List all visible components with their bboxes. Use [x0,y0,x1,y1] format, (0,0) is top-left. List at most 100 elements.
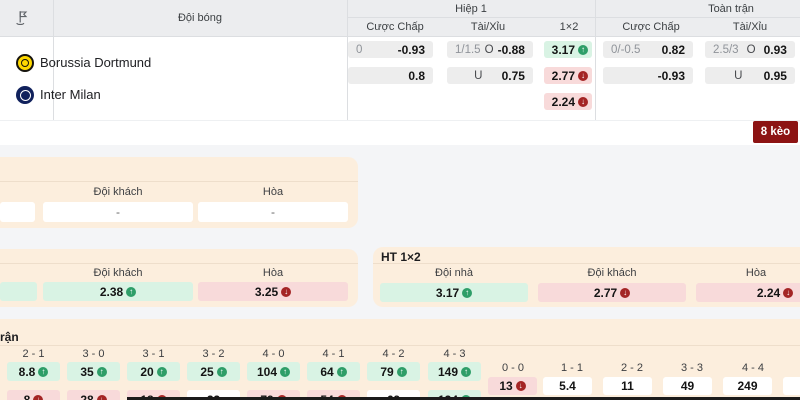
score-odds-cell[interactable]: 28 [67,390,120,400]
over-label: O [484,43,494,56]
handicap-line: 0 [356,43,363,56]
column-divider [595,0,596,120]
logo-inner-ring [19,89,31,101]
away-odds-cell[interactable]: 2.77 [538,283,686,302]
column-header-draw: Hòa [262,186,284,198]
trend-up-icon [336,366,347,377]
h1-under-cell[interactable]: U 0.75 [447,67,533,84]
odds-value: 8 [23,392,31,400]
score-odds-cell[interactable]: 23 [187,390,240,400]
header-mid-divider [347,17,800,18]
draw-score-header: 2 - 2 [620,362,643,374]
odds-cell-fragment [0,202,35,222]
column-header-ft-over-under: Tài/Xỉu [732,20,768,33]
draw-score-header: 3 - 3 [680,362,703,374]
team-name-home: Borussia Dortmund [40,55,152,70]
corner-flag-icon[interactable] [15,10,30,27]
score-header: 3 - 0 [82,348,105,360]
draw-score-odds-cell[interactable]: 49 [663,377,712,395]
total-line: 1/1.5 [455,43,481,56]
odds-count-badge[interactable]: 8 kèo [753,121,798,143]
odds-value: 249 [737,379,758,393]
over-label: O [746,43,756,56]
score-odds-cell[interactable]: 104 [247,362,300,381]
column-header-h1-over-under: Tài/Xỉu [470,20,506,33]
odds-value: - [271,205,275,219]
odds-value: 2.77 [551,68,575,83]
odds-value: 149 [437,364,459,379]
draw-score-odds-cell[interactable]: 249 [723,377,772,395]
ft-under-cell[interactable]: U 0.95 [705,67,795,84]
away-odds-cell[interactable]: 2.38 [43,282,193,301]
panel-title: HT 1×2 [381,250,421,264]
odds-value: - [116,205,120,219]
panel-title-divider [0,263,358,264]
trend-up-icon [126,286,137,297]
score-odds-cell[interactable]: 79 [367,362,420,381]
h1-1x2-draw-cell[interactable]: 2.24 [544,93,592,110]
under-label: U [474,69,483,82]
trend-up-icon [396,366,407,377]
trend-up-icon [156,366,167,377]
draw-score-header: 0 - 0 [501,362,524,374]
column-header-h1-1x2: 1×2 [559,20,579,33]
score-header: 3 - 2 [202,348,225,360]
score-odds-cell[interactable]: 8 [7,390,60,400]
odds-value: 20 [140,364,154,379]
odds-value: 5.4 [559,379,576,393]
odds-value: 23 [207,393,220,400]
score-header: 4 - 3 [443,348,466,360]
handicap-odds: -0.93 [397,42,425,57]
draw-score-odds-cell[interactable]: 11 [603,377,652,395]
draw-odds-cell: - [198,202,348,222]
home-odds-cell[interactable]: 3.17 [380,283,528,302]
ft-handicap-away-cell[interactable]: -0.93 [603,67,693,84]
odds-value: 2.24 [551,94,575,109]
score-odds-cell[interactable]: 149 [428,362,481,381]
score-odds-cell[interactable]: 64 [307,362,360,381]
score-odds-cell[interactable]: 20 [127,362,180,381]
h1-1x2-home-cell[interactable]: 3.17 [544,41,592,58]
draw-odds-cell[interactable]: 3.25 [198,282,348,301]
trend-up-icon [96,366,107,377]
handicap-line: 0/-0.5 [611,43,641,56]
h1-1x2-away-cell[interactable]: 2.77 [544,67,592,84]
odds-value: 104 [256,364,278,379]
trend-down-icon [281,286,292,297]
logo-inner-ring [21,59,29,67]
borussia-dortmund-logo [16,54,34,72]
draw-score-odds-cell[interactable]: 13 [488,377,537,395]
h1-handicap-home-cell[interactable]: 0 -0.93 [348,41,433,58]
score-odds-cell[interactable]: 8.8 [7,362,60,381]
trend-up-icon [216,366,227,377]
trend-down-icon [783,287,794,298]
odds-value: 13 [499,379,513,393]
score-header: 4 - 1 [322,348,345,360]
trend-up-icon [462,287,473,298]
column-header-draw: Hòa [262,267,284,279]
ft-over-cell[interactable]: 2.5/3 O 0.93 [705,41,795,58]
total-line: 2.5/3 [713,43,739,56]
h1-handicap-away-cell[interactable]: 0.8 [348,67,433,84]
odds-value: 28 [80,392,94,400]
handicap-odds: -0.93 [657,68,685,83]
draw-odds-cell[interactable]: 2.24 [696,283,800,302]
score-odds-cell[interactable]: 69 [367,390,420,400]
over-odds: 0.93 [763,42,787,57]
odds-value: 79 [260,393,273,400]
score-header: 2 - 1 [22,348,45,360]
score-odds-cell[interactable]: 35 [67,362,120,381]
h1-over-cell[interactable]: 1/1.5 O -0.88 [447,41,533,58]
bottom-dark-bar [127,397,800,400]
draw-score-odds-cell[interactable]: 5.4 [543,377,592,395]
odds-value: 3.25 [254,284,279,299]
ft-handicap-home-cell[interactable]: 0/-0.5 0.82 [603,41,693,58]
column-divider [347,0,348,120]
column-header-draw: Hòa [745,267,767,279]
odds-value: 49 [680,379,695,393]
draw-score-header: 4 - 4 [741,362,764,374]
under-odds: 0.75 [501,68,525,83]
score-odds-cell[interactable]: 25 [187,362,240,381]
draw-score-header: 1 - 1 [560,362,583,374]
odds-value: 64 [320,364,334,379]
